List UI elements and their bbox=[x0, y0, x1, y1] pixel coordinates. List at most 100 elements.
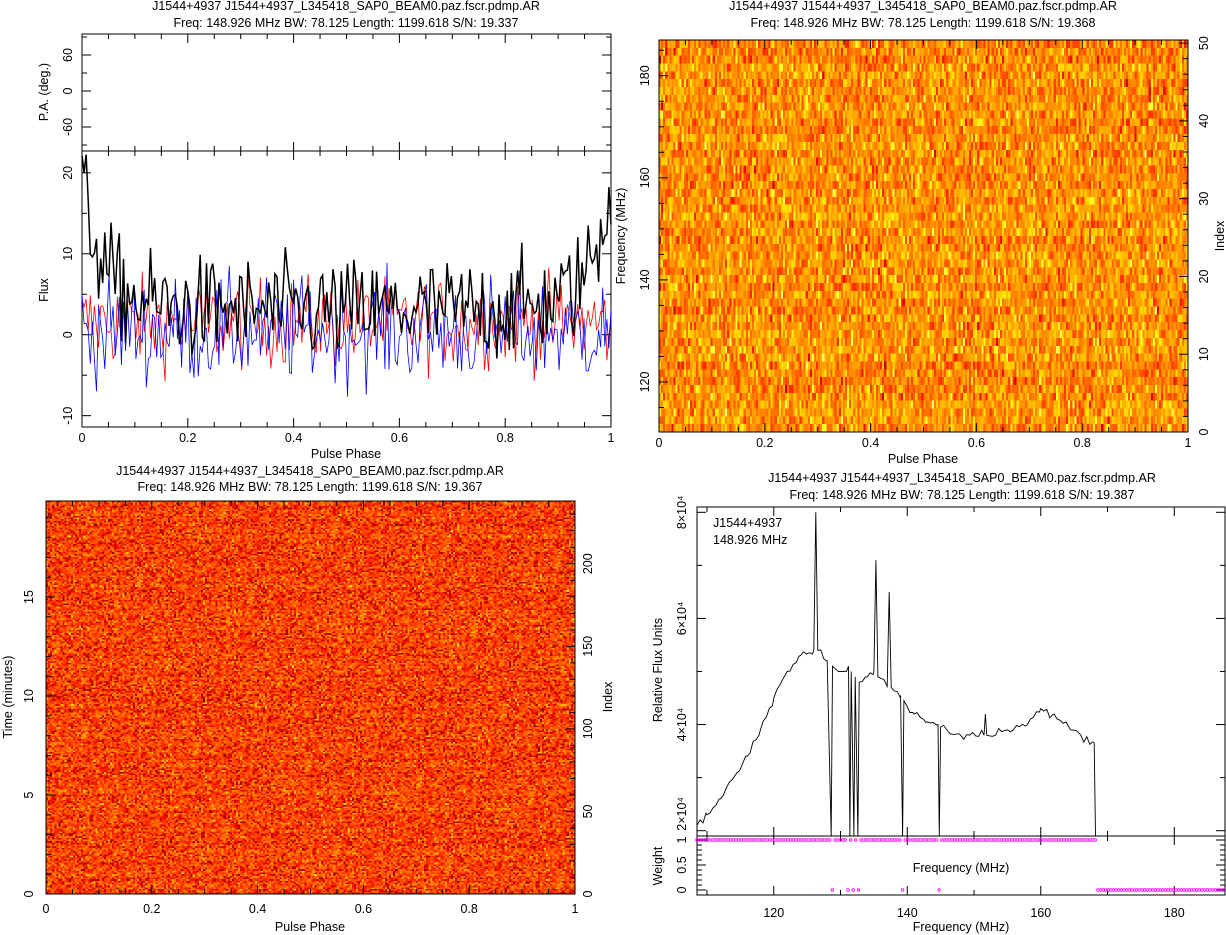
weight-point bbox=[937, 888, 941, 892]
weight-xlabel: Frequency (MHz) bbox=[913, 861, 1010, 875]
x-tick-label: 0.6 bbox=[355, 902, 372, 916]
legend-frequency: 148.926 MHz bbox=[713, 533, 787, 547]
y-tick-label: 2×10⁴ bbox=[675, 797, 689, 831]
circular-pol-line bbox=[81, 262, 612, 397]
y-tick-label: 0.5 bbox=[675, 856, 689, 873]
y-tick-label: 4×10⁴ bbox=[675, 708, 689, 742]
profile-title: J1544+4937 J1544+4937_L345418_SAP0_BEAM0… bbox=[152, 0, 540, 13]
y2-tick-label: 0 bbox=[1197, 428, 1211, 435]
weight-point bbox=[846, 888, 850, 892]
time-phase-frame bbox=[45, 500, 576, 895]
weight-point bbox=[854, 838, 858, 842]
time-phase-xlabel: Pulse Phase bbox=[275, 920, 345, 934]
bandpass-title: J1544+4937 J1544+4937_L345418_SAP0_BEAM0… bbox=[768, 471, 1156, 485]
y-tick-label: 120 bbox=[638, 372, 652, 393]
y-tick-label: 160 bbox=[638, 167, 652, 188]
freq-phase-ylabel: Frequency (MHz) bbox=[614, 188, 628, 285]
weight-point bbox=[848, 838, 853, 842]
weight-point bbox=[843, 838, 848, 842]
y2-tick-label: 150 bbox=[581, 636, 595, 657]
frequency-phase-heatmap bbox=[659, 40, 1188, 432]
y-tick-label: 10 bbox=[61, 247, 75, 261]
x-tick-label: 0 bbox=[43, 902, 50, 916]
y2-tick-label: 50 bbox=[1197, 36, 1211, 50]
x-tick-label: 0.8 bbox=[497, 431, 514, 445]
x-tick-label: 0.8 bbox=[461, 902, 478, 916]
bandpass-xlabel: Frequency (MHz) bbox=[913, 920, 1010, 934]
weight-point bbox=[828, 838, 832, 842]
y-tick-label: 60 bbox=[61, 48, 75, 62]
freq-phase-frame bbox=[658, 39, 1189, 433]
x-tick-label: 0.2 bbox=[756, 436, 773, 450]
x-tick-label: 0.4 bbox=[249, 902, 266, 916]
x-tick-label: 0.8 bbox=[1074, 436, 1091, 450]
weight-point bbox=[898, 838, 902, 842]
x-tick-label: 180 bbox=[1164, 906, 1185, 920]
y2-tick-label: 0 bbox=[581, 890, 595, 897]
x-tick-label: 0.4 bbox=[862, 436, 879, 450]
weight-ylabel: Weight bbox=[651, 846, 665, 885]
x-tick-label: 0.2 bbox=[179, 431, 196, 445]
x-tick-label: 140 bbox=[897, 906, 918, 920]
x-tick-label: 0.4 bbox=[285, 431, 302, 445]
y2-tick-label: 100 bbox=[581, 718, 595, 739]
y-tick-label: 6×10⁴ bbox=[675, 602, 689, 636]
x-tick-label: 1 bbox=[572, 902, 579, 916]
y-tick-label: 10 bbox=[22, 689, 36, 703]
y-tick-label: 180 bbox=[638, 65, 652, 86]
x-tick-label: 1 bbox=[608, 431, 615, 445]
y-tick-label: 0 bbox=[61, 331, 75, 338]
weight-point bbox=[934, 838, 939, 842]
profile-ylabel: Flux bbox=[37, 277, 51, 301]
weight-point bbox=[851, 888, 855, 892]
y-tick-label: 1 bbox=[675, 836, 689, 843]
y2-tick-label: 10 bbox=[1197, 347, 1211, 361]
y-tick-label: 0 bbox=[22, 890, 36, 897]
y2-tick-label: 40 bbox=[1197, 114, 1211, 128]
y-tick-label: 140 bbox=[638, 269, 652, 290]
x-tick-label: 0.6 bbox=[391, 431, 408, 445]
y2-tick-label: 200 bbox=[581, 553, 595, 574]
time-phase-heatmap bbox=[46, 501, 575, 894]
total-intensity-line bbox=[81, 154, 612, 359]
weight-point bbox=[856, 888, 861, 892]
y-tick-label: -10 bbox=[61, 407, 75, 425]
x-tick-label: 160 bbox=[1030, 906, 1051, 920]
y-tick-label: -60 bbox=[61, 118, 75, 136]
time-phase-ylabel: Time (minutes) bbox=[1, 656, 15, 739]
y-tick-label: 0 bbox=[61, 87, 75, 94]
x-tick-label: 0.2 bbox=[143, 902, 160, 916]
time-phase-title: J1544+4937 J1544+4937_L345418_SAP0_BEAM0… bbox=[116, 464, 504, 478]
weight-point bbox=[830, 888, 835, 892]
y-tick-label: 5 bbox=[22, 791, 36, 798]
pa-ylabel: P.A. (deg.) bbox=[37, 63, 51, 121]
bandpass-frame bbox=[696, 506, 1226, 837]
freq-phase-subtitle: Freq: 148.926 MHz BW: 78.125 Length: 119… bbox=[751, 16, 1096, 30]
profile-xlabel: Pulse Phase bbox=[311, 447, 381, 461]
y-tick-label: 20 bbox=[61, 166, 75, 180]
weight-point bbox=[1093, 838, 1098, 842]
weight-point bbox=[1221, 888, 1225, 892]
weight-point bbox=[900, 888, 905, 892]
x-tick-label: 1 bbox=[1185, 436, 1192, 450]
y2-tick-label: 30 bbox=[1197, 192, 1211, 206]
bandpass-ylabel: Relative Flux Units bbox=[651, 618, 665, 722]
y-tick-label: 0 bbox=[675, 886, 689, 893]
time-phase-y2label: Index bbox=[601, 681, 615, 712]
freq-phase-xlabel: Pulse Phase bbox=[888, 452, 958, 466]
x-tick-label: 120 bbox=[763, 906, 784, 920]
pa-panel-frame bbox=[81, 33, 612, 152]
legend-source: J1544+4937 bbox=[713, 516, 782, 530]
profile-subtitle: Freq: 148.926 MHz BW: 78.125 Length: 119… bbox=[174, 16, 519, 30]
x-tick-label: 0 bbox=[656, 436, 663, 450]
y2-tick-label: 50 bbox=[581, 804, 595, 818]
x-tick-label: 0.6 bbox=[968, 436, 985, 450]
freq-phase-y2label: Index bbox=[1213, 220, 1226, 251]
x-tick-label: 0 bbox=[79, 431, 86, 445]
bandpass-line bbox=[696, 512, 1096, 837]
freq-phase-title: J1544+4937 J1544+4937_L345418_SAP0_BEAM0… bbox=[729, 0, 1117, 13]
y-tick-label: 15 bbox=[22, 590, 36, 604]
y-tick-label: 8×10⁴ bbox=[675, 496, 689, 530]
